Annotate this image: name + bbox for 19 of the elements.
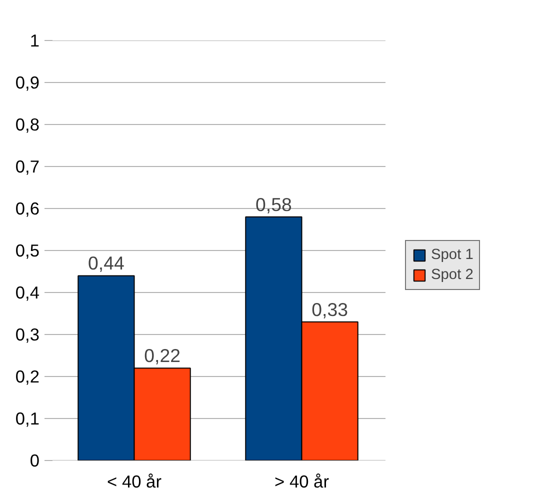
y-tick-label: 0,2 bbox=[15, 366, 40, 386]
legend-label: Spot 2 bbox=[431, 267, 474, 283]
data-label: 0,58 bbox=[256, 194, 292, 215]
y-tick-label: 0,5 bbox=[15, 240, 40, 260]
y-tick-label: 1 bbox=[30, 30, 40, 50]
x-tick-label: > 40 år bbox=[274, 472, 330, 492]
y-tick-label: 0,3 bbox=[15, 324, 40, 344]
data-label: 0,33 bbox=[312, 298, 348, 320]
y-tick-label: 0,7 bbox=[15, 156, 40, 176]
y-tick-label: 0,9 bbox=[15, 72, 40, 92]
data-label: 0,44 bbox=[88, 252, 124, 274]
y-tick-label: 0,6 bbox=[15, 198, 40, 218]
data-label: 0,22 bbox=[144, 345, 180, 366]
y-tick-label: 0 bbox=[30, 450, 40, 470]
y-tick-label: 0,4 bbox=[15, 282, 40, 302]
y-tick-label: 0,8 bbox=[15, 114, 40, 134]
x-tick-label: < 40 år bbox=[107, 472, 162, 492]
legend-label: Spot 1 bbox=[431, 247, 474, 263]
y-tick-label: 0,1 bbox=[15, 408, 40, 428]
